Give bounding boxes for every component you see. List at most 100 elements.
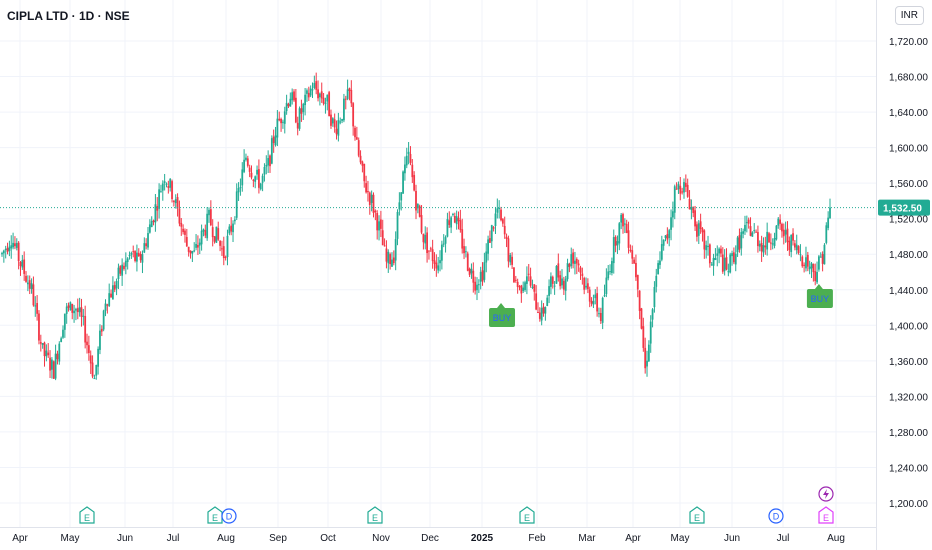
- candle-body: [618, 223, 621, 244]
- candle-body: [784, 230, 787, 235]
- candle-body: [461, 229, 464, 249]
- candle-body: [496, 208, 499, 213]
- candle-body: [350, 89, 353, 104]
- candle-body: [420, 215, 423, 233]
- candle-body: [274, 135, 277, 146]
- candle-body: [489, 238, 491, 243]
- candle-body: [699, 221, 702, 229]
- candle-body: [779, 219, 781, 224]
- currency-button[interactable]: INR: [894, 6, 924, 25]
- candle-body: [559, 275, 562, 287]
- candle-body: [156, 206, 159, 211]
- lightning-glyph: [823, 489, 829, 499]
- candle-body: [795, 244, 798, 251]
- candle-body: [596, 293, 599, 312]
- candle-body: [413, 175, 416, 191]
- candle-body: [537, 312, 539, 314]
- candle-body: [633, 259, 635, 264]
- candle-body: [714, 258, 717, 261]
- earnings-event-icon[interactable]: [818, 506, 834, 524]
- candle-body: [463, 246, 465, 254]
- candle-body: [677, 184, 680, 190]
- candle-body: [692, 206, 695, 213]
- candle-body: [102, 310, 105, 330]
- candle-body: [387, 251, 390, 264]
- candle-body: [729, 254, 732, 273]
- candle-body: [307, 92, 310, 98]
- candle-body: [457, 217, 460, 222]
- candle-body: [562, 280, 565, 290]
- candle-body: [43, 342, 46, 357]
- candle-body: [703, 230, 706, 250]
- candle-body: [540, 307, 543, 321]
- symbol-title[interactable]: CIPLA LTD · 1D · NSE: [7, 9, 130, 23]
- candle-body: [507, 238, 510, 262]
- candle-body: [793, 243, 796, 248]
- earnings-event-icon[interactable]: [367, 506, 383, 524]
- candle-body: [734, 253, 737, 265]
- candle-body: [71, 303, 74, 313]
- candle-body: [474, 281, 477, 291]
- candle-body: [313, 83, 316, 88]
- candle-body: [165, 183, 168, 185]
- candle-body: [383, 245, 386, 247]
- candle-body: [586, 283, 589, 290]
- last-price-line: 1,532.50: [0, 199, 930, 216]
- earnings-event-icon[interactable]: [79, 506, 95, 524]
- x-tick-label: Mar: [578, 533, 596, 544]
- candle-body: [54, 353, 57, 379]
- candle-body: [764, 245, 767, 248]
- candle-body: [67, 305, 70, 308]
- candle-body: [616, 241, 619, 246]
- candle-body: [128, 255, 131, 257]
- candle-body: [525, 276, 528, 284]
- candle-body: [396, 211, 399, 239]
- dividend-event-icon[interactable]: [221, 508, 237, 524]
- candle-body: [400, 192, 403, 201]
- earnings-event-icon[interactable]: [689, 506, 705, 524]
- candle-body: [270, 138, 273, 164]
- candle-body: [348, 88, 351, 91]
- candle-body: [664, 235, 667, 239]
- candle-body: [160, 191, 162, 193]
- candle-body: [10, 245, 13, 249]
- candle-body: [673, 186, 676, 213]
- candle-body: [208, 209, 210, 216]
- candle-body: [363, 163, 366, 182]
- candle-body: [269, 155, 271, 167]
- candle-body: [827, 217, 830, 228]
- event-label: E: [212, 513, 218, 523]
- candle-body: [300, 108, 303, 114]
- candle-body: [446, 219, 449, 237]
- candle-body: [716, 253, 719, 256]
- candle-body: [82, 315, 85, 317]
- candle-body: [137, 252, 140, 257]
- y-tick-label: 1,720.00: [889, 37, 928, 48]
- candle-body: [450, 217, 453, 228]
- x-tick-label: May: [61, 533, 80, 544]
- candle-body: [829, 207, 831, 219]
- candle-body: [115, 281, 118, 289]
- event-label: E: [694, 513, 700, 523]
- candle-body: [662, 239, 665, 246]
- candle-body: [611, 261, 613, 273]
- candle-body: [25, 275, 27, 282]
- candle-body: [333, 119, 336, 128]
- candle-body: [272, 136, 275, 144]
- candle-body: [36, 303, 39, 314]
- candle-body: [485, 251, 488, 263]
- candle-body: [622, 214, 624, 227]
- x-tick-label: 2025: [471, 533, 494, 544]
- earnings-event-icon[interactable]: [519, 506, 535, 524]
- candle-body: [117, 267, 120, 279]
- candle-body: [721, 254, 724, 272]
- candle-body: [209, 209, 212, 226]
- candle-body: [378, 221, 380, 231]
- candle-body: [104, 303, 107, 311]
- candle-body: [708, 244, 711, 264]
- candle-body: [132, 251, 135, 253]
- dividend-event-icon[interactable]: [768, 508, 784, 524]
- candle-body: [232, 223, 234, 233]
- candle-body: [89, 355, 92, 364]
